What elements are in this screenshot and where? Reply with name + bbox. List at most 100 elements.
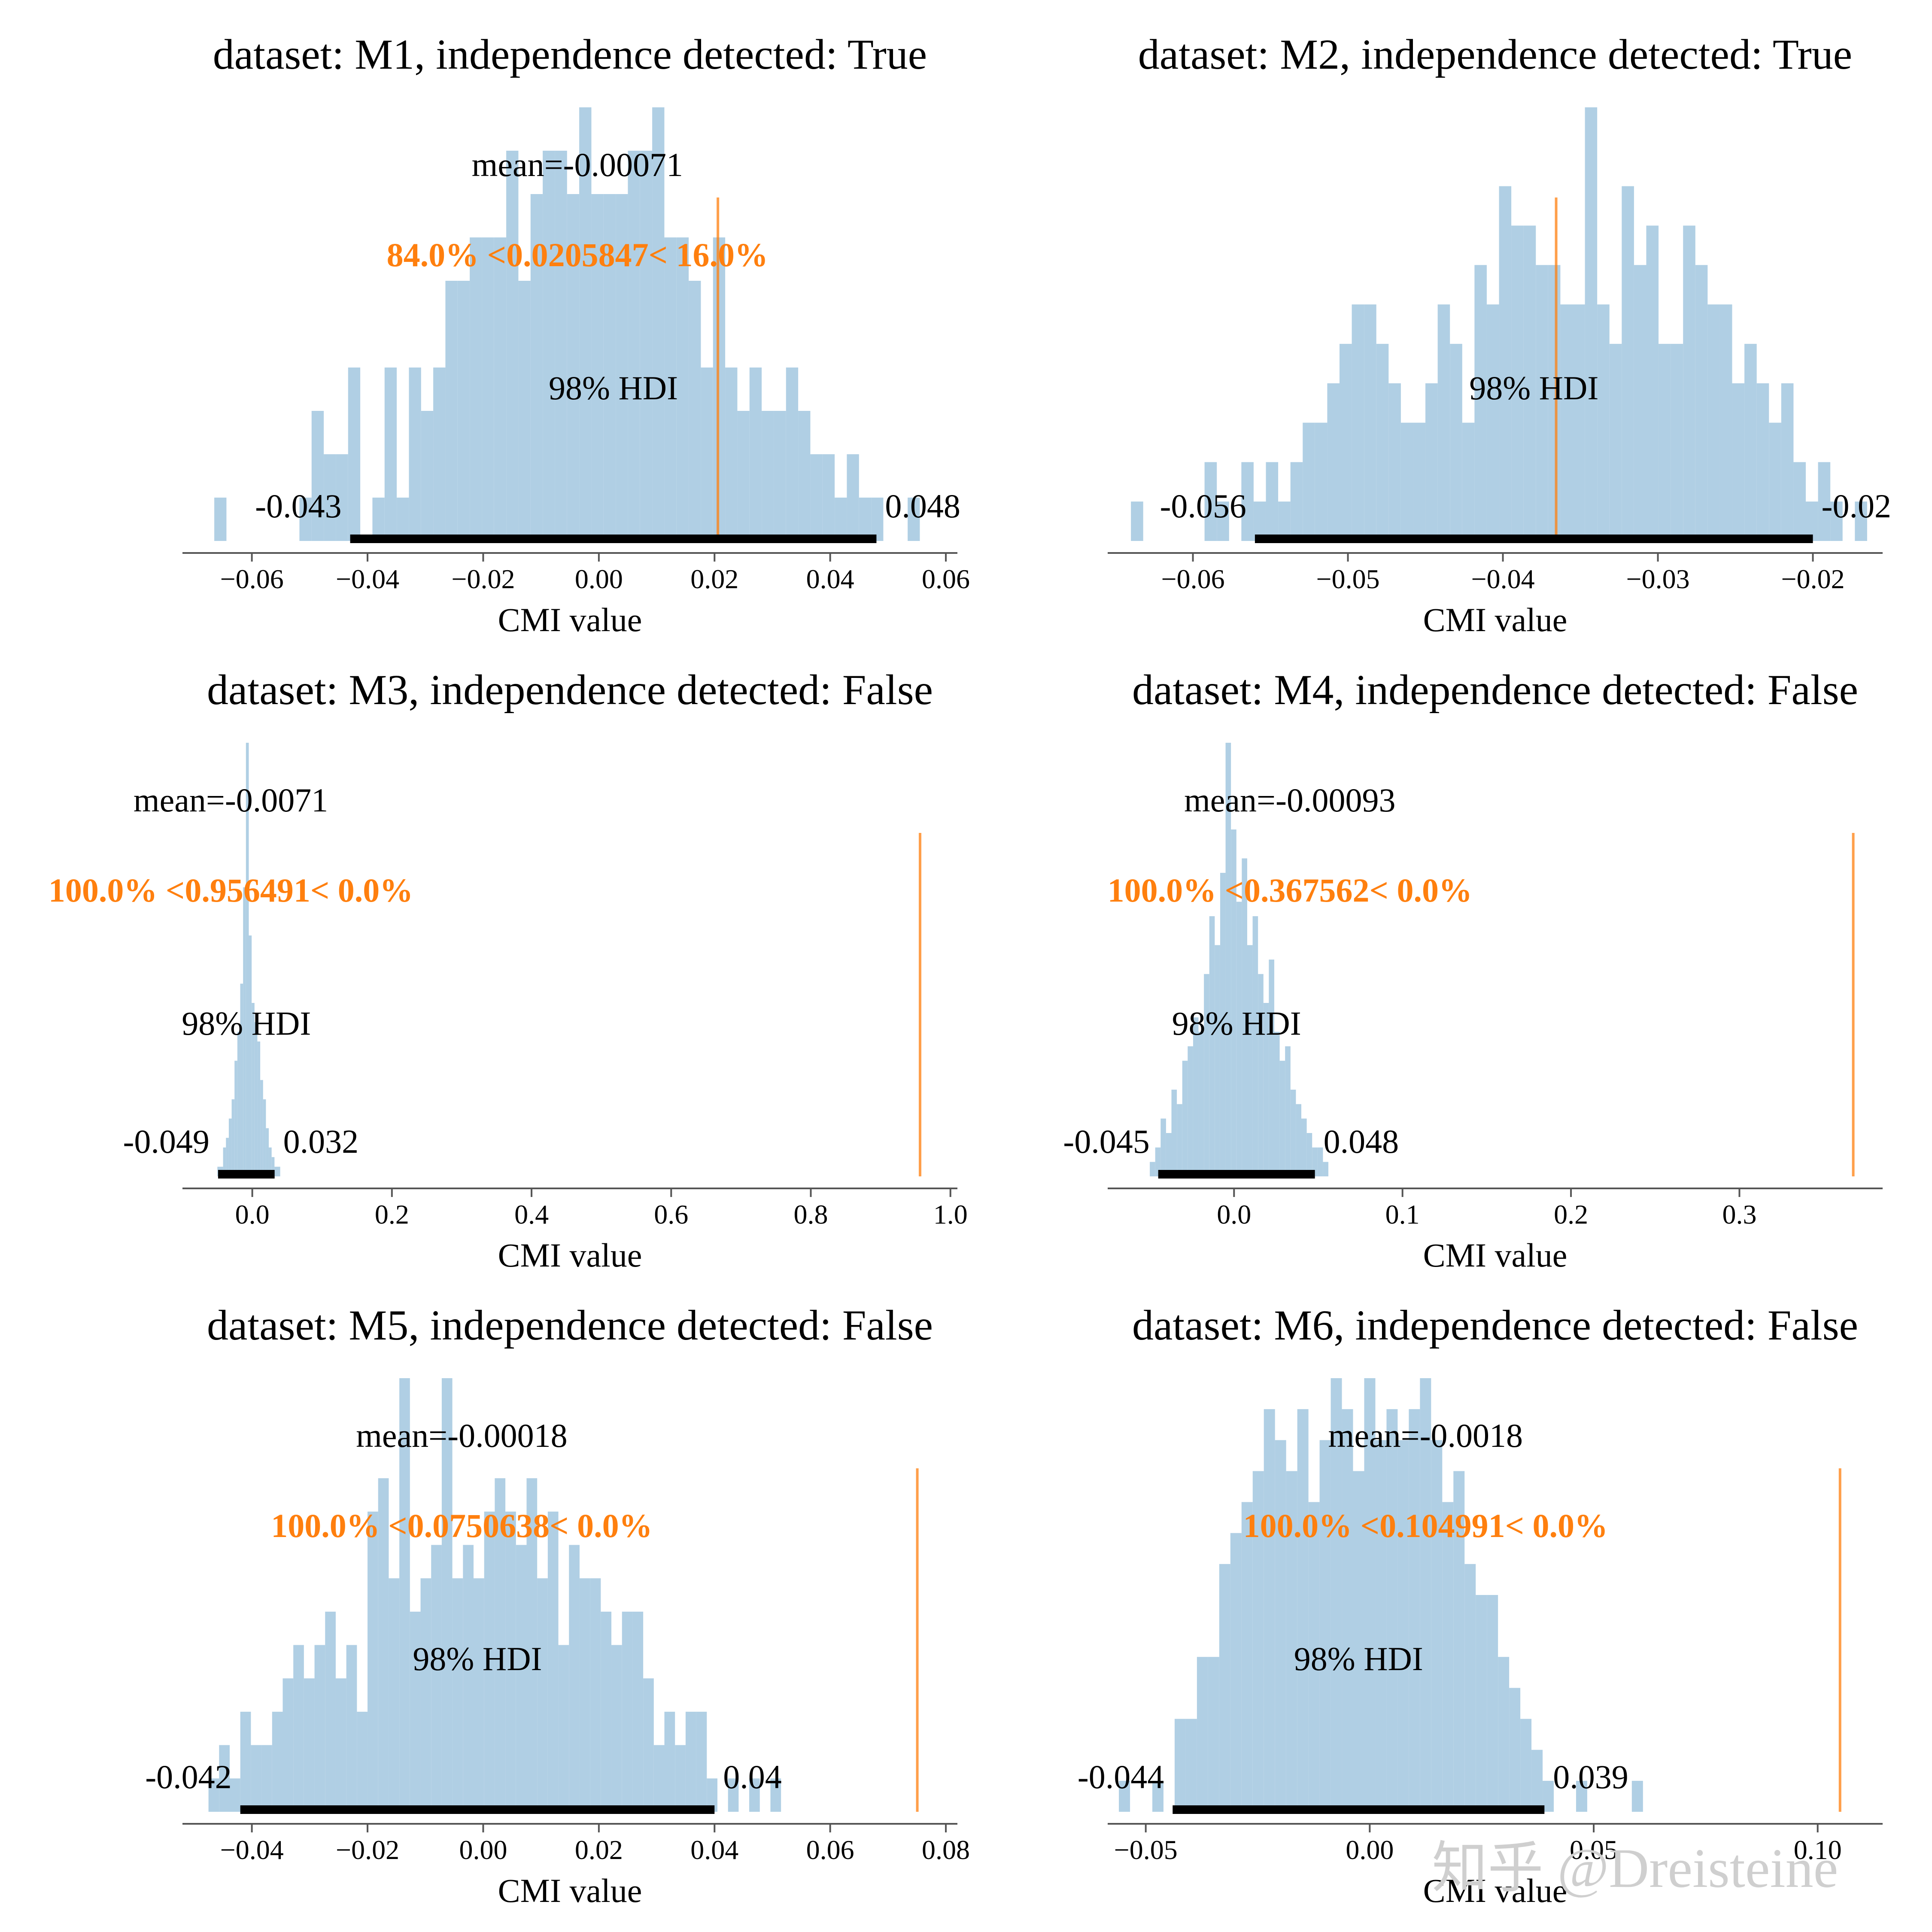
histogram-bar — [293, 1645, 304, 1812]
x-tick-label: −0.05 — [1316, 564, 1380, 594]
histogram-bar — [1364, 304, 1376, 541]
histogram-bar — [1296, 1104, 1302, 1176]
histogram-bar — [324, 454, 336, 541]
histogram-bar — [1442, 1502, 1454, 1812]
histogram-bar — [1450, 343, 1462, 541]
histogram-bar — [1297, 1409, 1309, 1812]
x-tick-label: 1.0 — [933, 1199, 968, 1230]
hdi-low-label: -0.056 — [1160, 487, 1246, 525]
histogram-bar — [689, 281, 701, 541]
histogram-bar — [470, 237, 482, 541]
histogram-bar — [835, 498, 847, 541]
panel-6: −0.05 0.00 0.05 0.10 CMI value -0.044 0.039 98%… — [1078, 1301, 1883, 1909]
histogram-bar — [384, 368, 397, 541]
histogram-bar — [822, 454, 835, 541]
histogram-bar — [1818, 462, 1831, 541]
histogram-bar — [409, 368, 421, 541]
histogram-bar — [1425, 383, 1438, 541]
histogram-bar — [1707, 304, 1720, 541]
histogram-bar — [1290, 462, 1303, 541]
chart-title: dataset: M5, independence detected: Fals… — [207, 1301, 933, 1349]
histogram-bar — [1193, 1017, 1199, 1176]
histogram-bar — [272, 1711, 283, 1812]
histogram-bar — [1242, 858, 1247, 1176]
histogram-bar — [1683, 225, 1695, 541]
histogram-bar — [1509, 1688, 1521, 1812]
histogram-bar — [372, 498, 385, 541]
x-tick-label: 0.1 — [1385, 1199, 1420, 1230]
histogram-bar — [590, 1578, 601, 1812]
x-tick-label: 0.08 — [922, 1835, 970, 1865]
hdi-high-label: 0.032 — [283, 1123, 359, 1160]
chart-title: dataset: M4, independence detected: Fals… — [1132, 666, 1858, 714]
histogram-bar — [664, 237, 677, 541]
histogram-bar — [1285, 1046, 1291, 1176]
hdi-label: 98% HDI — [549, 369, 678, 407]
x-axis-label: CMI value — [498, 1236, 642, 1274]
hdi-label: 98% HDI — [413, 1640, 542, 1677]
panel-5: −0.04 −0.02 0.00 0.02 0.04 0.06 0.08 CMI value -… — [145, 1301, 970, 1909]
histogram-bar — [798, 411, 811, 541]
histogram-bar — [1315, 422, 1327, 541]
histogram-bar — [1286, 1471, 1297, 1812]
histogram-bar — [1420, 1378, 1431, 1812]
histogram-bar — [1275, 1440, 1286, 1812]
histogram-bar — [389, 1578, 400, 1812]
histogram-bar — [1732, 383, 1745, 541]
histogram-bar — [368, 1511, 378, 1812]
histogram-bar — [1781, 383, 1794, 541]
x-axis-label: CMI value — [1423, 601, 1567, 638]
x-tick-label: 0.00 — [575, 564, 623, 594]
histogram-bar — [1352, 304, 1364, 541]
histogram-bar — [1279, 1060, 1285, 1176]
histogram-bar — [567, 194, 580, 541]
histogram-bar — [1204, 974, 1209, 1176]
histogram-bar — [1217, 501, 1229, 541]
histogram-bar — [219, 1745, 230, 1812]
histogram-bar — [749, 368, 762, 541]
histogram-bar — [1744, 343, 1757, 541]
histogram-bar — [1413, 422, 1426, 541]
histogram-bar — [1266, 462, 1279, 541]
histogram-bar — [1339, 343, 1352, 541]
histogram-bar — [1499, 186, 1512, 541]
histogram-bar — [261, 1745, 272, 1812]
histogram-bar — [1462, 422, 1475, 541]
histogram-bar — [397, 498, 409, 541]
histogram-bar — [1400, 422, 1413, 541]
histogram-bar — [1376, 343, 1389, 541]
histogram-bar — [266, 1128, 269, 1176]
histogram-bar — [226, 1138, 229, 1176]
histogram-bar — [257, 1041, 261, 1176]
histogram-bar — [237, 1032, 240, 1176]
histogram-bar — [1622, 186, 1634, 541]
hdi-low-label: -0.043 — [255, 487, 341, 525]
histogram-bar — [640, 151, 653, 541]
histogram-bar — [223, 1147, 226, 1176]
histogram-bar — [325, 1611, 336, 1812]
histogram-bar — [228, 1118, 232, 1176]
histogram-bar — [274, 1166, 278, 1176]
histogram-bar — [601, 1611, 612, 1812]
histogram-bar — [749, 1778, 760, 1812]
histogram-bar — [579, 1578, 590, 1812]
histogram-bar — [786, 368, 799, 541]
histogram-bar — [283, 1678, 294, 1812]
histogram-bar — [1323, 1162, 1329, 1176]
histogram-bar — [1208, 1657, 1219, 1812]
histogram-bar — [1188, 1046, 1193, 1176]
x-axis-label: CMI value — [1423, 1236, 1567, 1274]
histogram-bar — [277, 1166, 280, 1176]
histogram-bar — [530, 194, 543, 541]
x-tick-label: −0.02 — [451, 564, 515, 594]
histogram-bar — [643, 1678, 654, 1812]
panels: −0.06 −0.04 −0.02 0.00 0.02 0.04 0.06 CMI value… — [49, 30, 1891, 1909]
x-tick-label: 0.05 — [1570, 1835, 1618, 1865]
histogram-bar — [208, 1778, 219, 1812]
histogram-bar — [1793, 462, 1806, 541]
histogram-bar — [1319, 1440, 1331, 1812]
histogram-bar — [335, 1678, 346, 1812]
x-tick-label: 0.10 — [1794, 1835, 1842, 1865]
histogram-bar — [399, 1378, 410, 1812]
histogram-bar — [579, 107, 592, 541]
